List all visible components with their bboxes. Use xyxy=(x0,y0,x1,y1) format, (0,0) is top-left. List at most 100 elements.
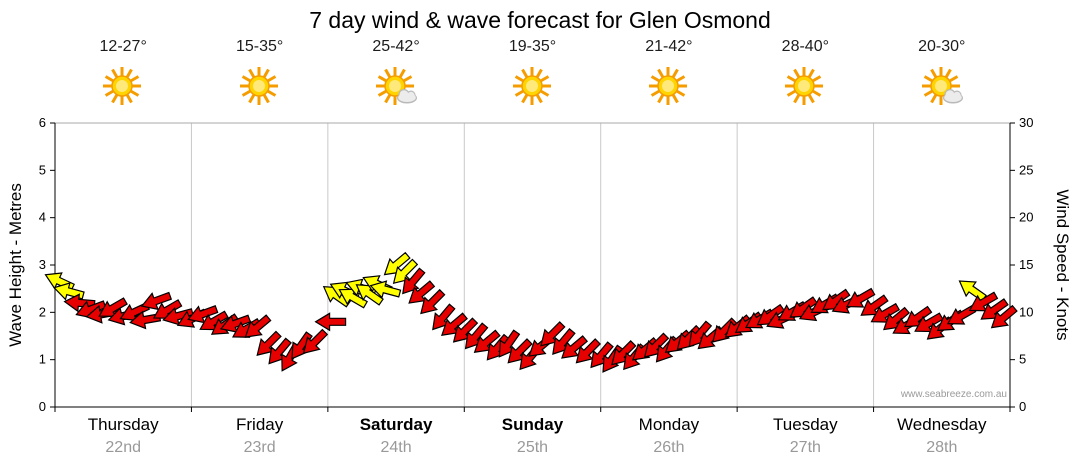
cloud-overlay xyxy=(942,89,963,104)
wind-arrow xyxy=(822,288,851,311)
wind-arrow xyxy=(338,288,368,309)
wind-arrow xyxy=(408,280,436,304)
right-tick-label: 25 xyxy=(1019,162,1033,177)
wind-arrow xyxy=(162,306,194,326)
day-header-wednesday: 20-30° xyxy=(874,38,1010,114)
wind-arrow xyxy=(383,251,411,276)
day-date-label: 26th xyxy=(653,439,685,456)
wind-arrow xyxy=(744,308,775,329)
wind-arrow xyxy=(926,316,954,340)
right-tick-label: 10 xyxy=(1019,304,1033,319)
day-temperature-range: 21-42° xyxy=(645,38,693,55)
sun-icon xyxy=(785,67,824,105)
wind-arrow xyxy=(631,337,659,361)
wind-arrow xyxy=(990,304,1018,329)
wind-arrow xyxy=(345,278,377,297)
cloud-overlay xyxy=(397,89,418,104)
wind-arrow xyxy=(688,320,713,348)
wind-arrow xyxy=(402,267,426,295)
wind-arrow xyxy=(697,325,725,350)
day-footer-friday: Friday 23rd xyxy=(192,415,328,457)
wind-arrow xyxy=(798,302,830,322)
wind-arrow xyxy=(75,300,107,319)
day-name-label: Thursday xyxy=(87,415,159,434)
wind-arrow xyxy=(63,293,96,313)
day-header-sunday: 19-35° xyxy=(465,38,601,114)
day-name-label: Monday xyxy=(638,415,700,434)
page-title: 7 day wind & wave forecast for Glen Osmo… xyxy=(309,7,771,33)
wind-arrow xyxy=(777,300,808,321)
wind-arrow xyxy=(44,272,75,292)
day-temperature-range: 28-40° xyxy=(781,38,829,55)
wind-arrow xyxy=(486,333,511,361)
right-tick-label: 0 xyxy=(1019,399,1026,414)
sun-icon xyxy=(512,67,551,105)
right-tick-label: 20 xyxy=(1019,210,1033,225)
right-tick-label: 15 xyxy=(1019,257,1033,272)
wind-arrow xyxy=(314,312,347,332)
wind-arrow xyxy=(281,342,302,372)
wind-arrow xyxy=(232,318,262,338)
wind-arrow xyxy=(291,331,313,360)
wind-arrow xyxy=(210,313,240,335)
day-footer-sunday: Sunday 25th xyxy=(465,415,601,457)
wind-arrow xyxy=(329,281,361,301)
day-icon-holder xyxy=(465,67,601,114)
wind-arrow xyxy=(712,317,738,343)
wind-arrow xyxy=(734,311,764,333)
left-tick-label: 3 xyxy=(39,257,46,272)
wind-arrow xyxy=(152,299,183,319)
day-footer-saturday: Saturday 24th xyxy=(328,415,464,457)
right-tick-label: 5 xyxy=(1019,352,1026,367)
wind-arrow xyxy=(575,338,602,364)
wind-arrow xyxy=(724,314,752,338)
wind-arrow xyxy=(268,337,292,365)
wind-arrow xyxy=(892,314,922,335)
wind-arrow xyxy=(540,321,566,347)
wind-arrow xyxy=(322,286,352,308)
day-temperature-range: 25-42° xyxy=(372,38,420,55)
wind-arrow xyxy=(107,306,140,326)
left-tick-label: 2 xyxy=(39,304,46,319)
day-header-saturday: 25-42° xyxy=(328,38,464,114)
wind-arrow xyxy=(845,287,876,308)
wind-arrow xyxy=(464,322,489,350)
wind-arrow xyxy=(831,294,863,314)
day-name-label: Tuesday xyxy=(773,415,838,434)
wind-arrow xyxy=(187,305,219,324)
day-icon-holder xyxy=(737,67,873,114)
wind-arrow xyxy=(355,284,384,306)
day-header-friday: 15-35° xyxy=(192,38,328,114)
wind-arrow xyxy=(432,303,456,331)
wind-arrow xyxy=(129,310,162,330)
wind-arrow xyxy=(936,309,966,332)
day-icon-holder xyxy=(192,67,328,114)
wind-arrow xyxy=(452,317,479,343)
wind-arrow xyxy=(528,333,556,357)
day-date-label: 22nd xyxy=(105,439,141,456)
wind-arrow xyxy=(810,293,841,314)
day-date-label: 28th xyxy=(926,439,958,456)
wind-arrow xyxy=(870,302,901,323)
wind-arrow xyxy=(914,312,944,333)
day-header-monday: 21-42° xyxy=(601,38,737,114)
wind-arrow xyxy=(498,329,521,358)
wind-arrow xyxy=(256,330,282,356)
left-tick-label: 5 xyxy=(39,162,46,177)
day-name-label: Wednesday xyxy=(897,415,987,434)
wind-arrow xyxy=(602,344,624,373)
wind-arrow xyxy=(860,294,889,316)
wind-arrow xyxy=(302,328,329,355)
wind-arrow xyxy=(85,304,118,324)
wind-arrow xyxy=(664,329,692,354)
wind-arrow xyxy=(473,329,501,354)
wind-arrow xyxy=(219,314,252,333)
wind-arrow xyxy=(519,343,543,371)
wind-arrow xyxy=(623,343,647,371)
wind-arrow xyxy=(440,312,468,336)
day-date-label: 23rd xyxy=(243,439,276,456)
day-date-label: 27th xyxy=(789,439,821,456)
day-temperature-range: 15-35° xyxy=(235,38,284,55)
wind-arrow xyxy=(98,297,128,318)
